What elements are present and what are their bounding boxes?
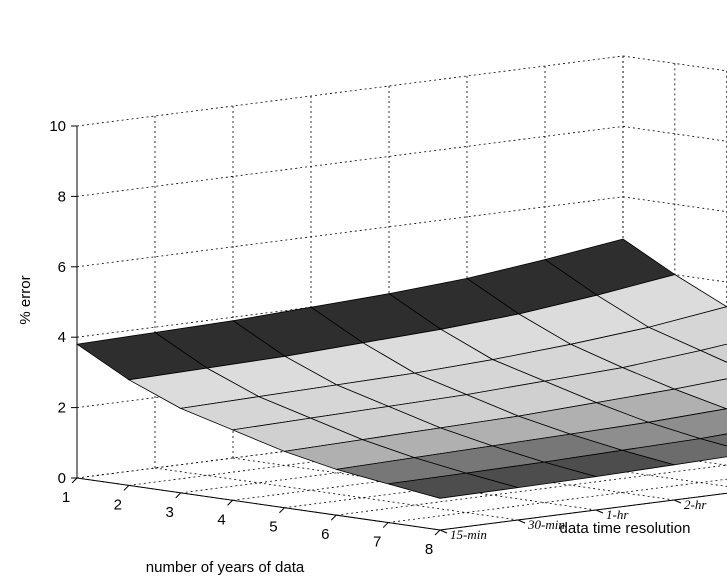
grid-line xyxy=(232,457,597,511)
x-tick-label: 8 xyxy=(425,541,433,558)
y-tick-label: 2-hr xyxy=(684,497,707,512)
x-tick-label: 4 xyxy=(217,511,225,528)
axes: 02468101234567815-min30-min1-hr2-hr4-hr8… xyxy=(49,118,727,558)
grid-line xyxy=(622,126,727,142)
x-tick-label: 2 xyxy=(114,496,122,513)
grid-line xyxy=(76,196,624,268)
x-axis-label: number of years of data xyxy=(146,559,305,576)
x-tick-mark xyxy=(382,522,389,528)
y-tick-mark xyxy=(595,509,604,514)
y-tick-label: 30-min xyxy=(527,517,565,532)
grid-line xyxy=(76,55,624,127)
x-tick-label: 3 xyxy=(166,504,174,521)
grid-line xyxy=(336,464,727,516)
grid-line xyxy=(622,266,727,283)
x-tick-mark xyxy=(175,492,182,499)
z-tick-label: 6 xyxy=(58,259,66,276)
y-tick-label: 15-min xyxy=(450,527,487,542)
z-tick-label: 0 xyxy=(58,470,66,487)
surface-patch xyxy=(699,343,727,363)
y-axis-line xyxy=(439,492,727,531)
surface-patch xyxy=(699,433,727,447)
x-tick-mark xyxy=(71,477,78,484)
y-axis-label: data time resolution xyxy=(560,520,691,537)
z-tick-label: 10 xyxy=(49,118,66,135)
x-tick-label: 5 xyxy=(269,519,277,536)
z-tick-label: 4 xyxy=(58,329,66,346)
grid-line xyxy=(76,126,624,197)
x-tick-label: 1 xyxy=(62,489,70,506)
surface-plot xyxy=(75,238,727,499)
x-axis-line xyxy=(76,477,441,531)
axis-labels: % error number of years of data data tim… xyxy=(17,275,690,576)
grid-line xyxy=(622,55,727,72)
z-tick-label: 8 xyxy=(58,188,66,205)
z-axis-label: % error xyxy=(17,275,34,324)
grid-line xyxy=(622,196,727,213)
z-tick-label: 2 xyxy=(58,400,66,417)
grid-line xyxy=(154,467,519,521)
y-tick-label: 1-hr xyxy=(606,507,629,522)
x-tick-mark xyxy=(434,529,441,536)
y-tick-mark xyxy=(517,519,526,524)
y-tick-mark xyxy=(439,529,448,534)
x-tick-mark xyxy=(330,514,337,521)
x-tick-mark xyxy=(123,485,130,491)
surface-patch xyxy=(387,472,519,499)
x-tick-mark xyxy=(279,507,285,514)
x-tick-label: 6 xyxy=(321,526,329,543)
grid-line xyxy=(388,478,727,523)
y-tick-mark xyxy=(673,499,682,504)
x-tick-label: 7 xyxy=(373,534,381,551)
x-tick-mark xyxy=(227,499,233,506)
